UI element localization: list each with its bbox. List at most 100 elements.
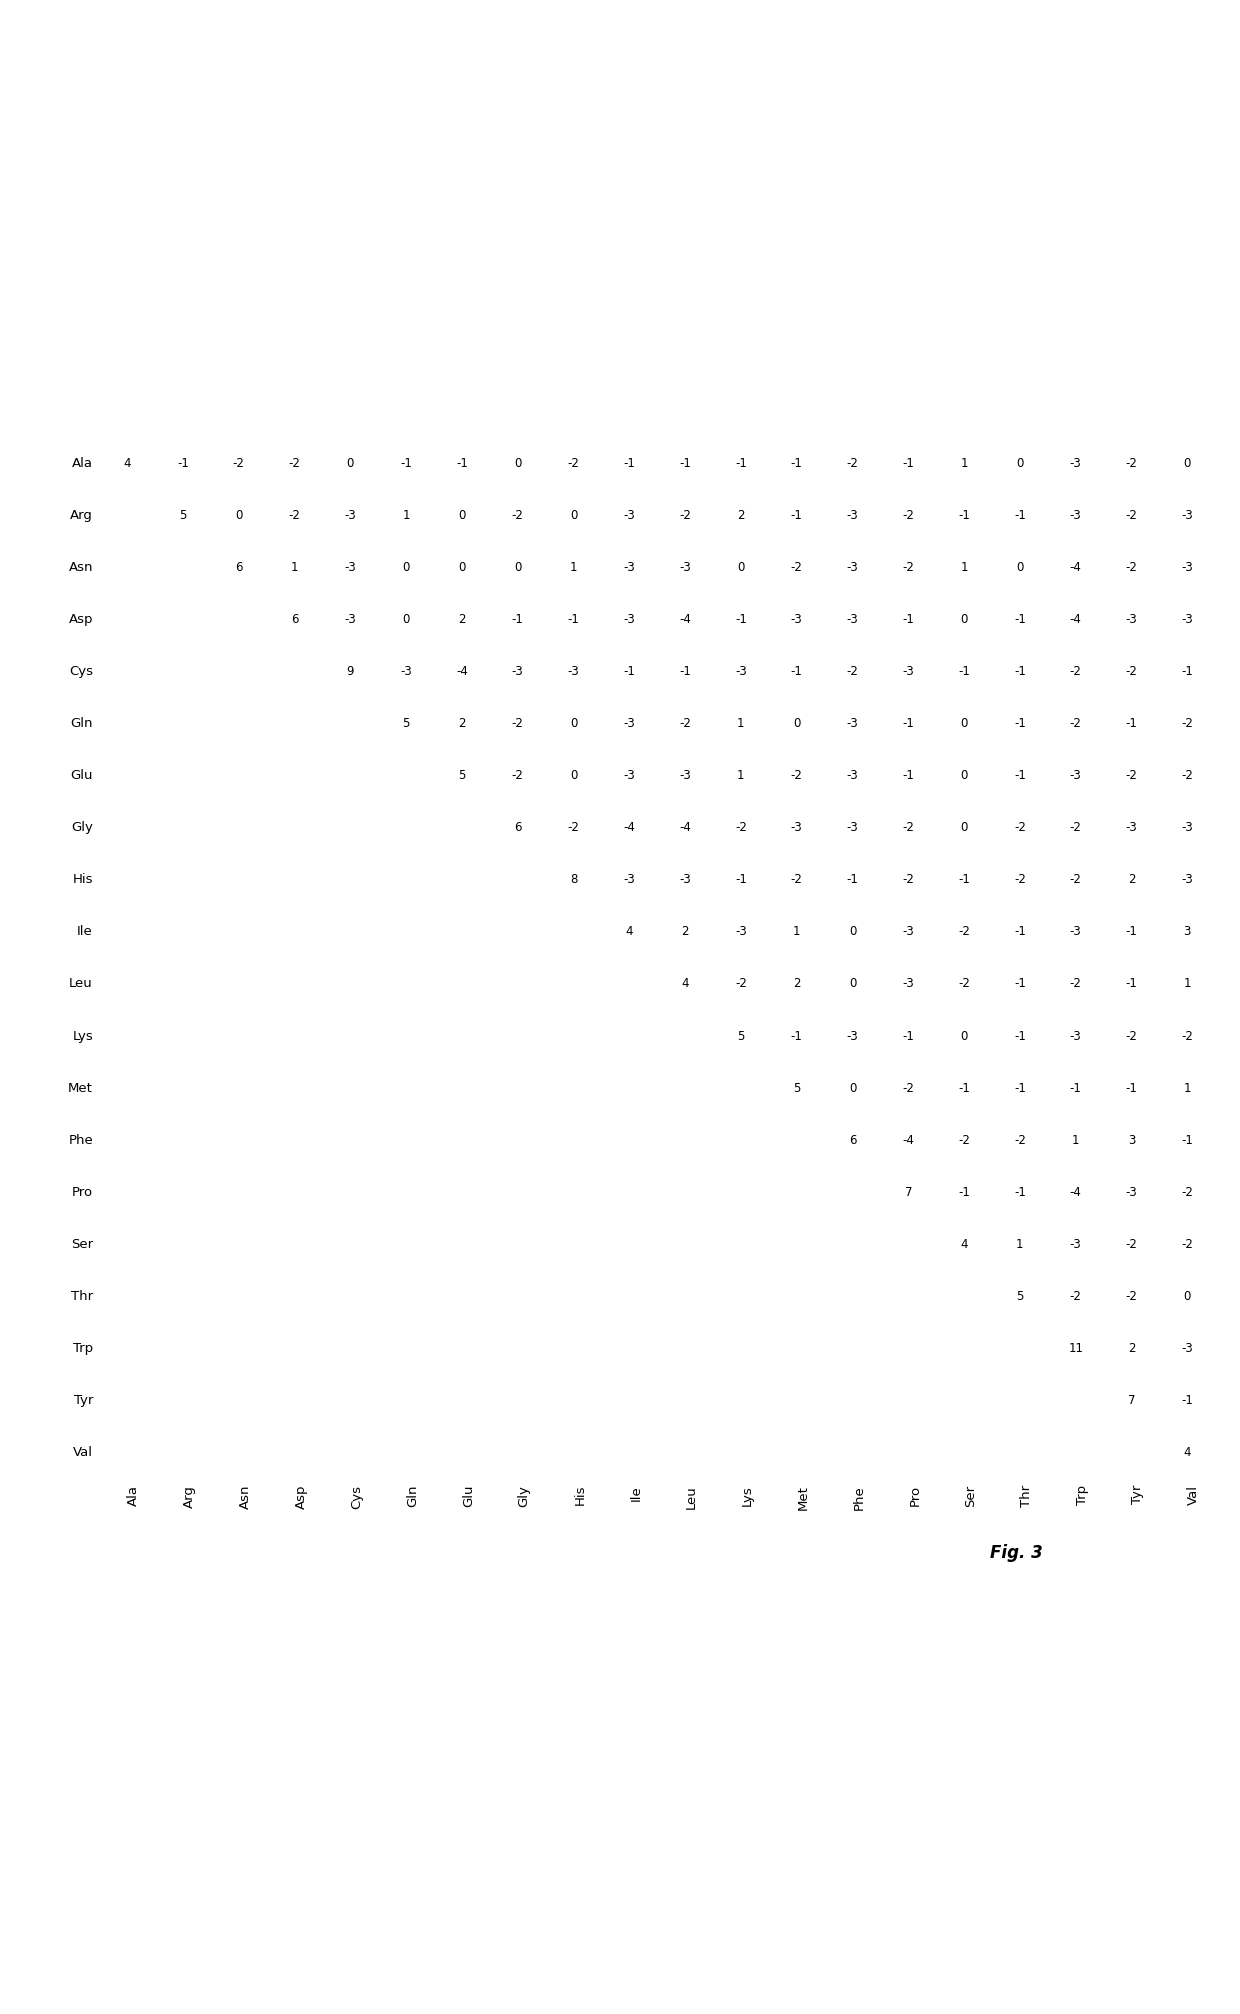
Text: Leu: Leu: [69, 977, 93, 991]
Text: -2: -2: [680, 717, 691, 729]
Text: -1: -1: [959, 508, 970, 522]
Text: -2: -2: [903, 560, 914, 574]
Text: 0: 0: [347, 457, 353, 469]
Text: Thr: Thr: [71, 1289, 93, 1303]
Text: -1: -1: [903, 1029, 914, 1041]
Text: -3: -3: [1182, 1341, 1193, 1353]
Text: -2: -2: [791, 560, 802, 574]
Text: -2: -2: [1126, 665, 1137, 677]
Text: -3: -3: [624, 560, 635, 574]
Text: His: His: [573, 1484, 587, 1504]
Text: 3: 3: [1184, 924, 1190, 939]
Text: 1: 1: [792, 924, 801, 939]
Text: -3: -3: [903, 924, 914, 939]
Text: -1: -1: [1070, 1082, 1081, 1094]
Text: 0: 0: [515, 457, 521, 469]
Text: 6: 6: [513, 822, 522, 834]
Text: -2: -2: [903, 1082, 914, 1094]
Text: -1: -1: [791, 508, 802, 522]
Text: -1: -1: [791, 665, 802, 677]
Text: 0: 0: [849, 924, 856, 939]
Text: 6: 6: [234, 560, 243, 574]
Text: 1: 1: [1183, 1082, 1192, 1094]
Text: -4: -4: [456, 665, 467, 677]
Text: -2: -2: [568, 822, 579, 834]
Text: -2: -2: [1126, 1237, 1137, 1251]
Text: -2: -2: [1182, 769, 1193, 781]
Text: -1: -1: [1014, 717, 1025, 729]
Text: Ala: Ala: [72, 457, 93, 469]
Text: 1: 1: [737, 717, 745, 729]
Text: Glu: Glu: [71, 769, 93, 781]
Text: Ser: Ser: [71, 1237, 93, 1251]
Text: -2: -2: [903, 508, 914, 522]
Text: -3: -3: [903, 665, 914, 677]
Text: -1: -1: [1014, 1082, 1025, 1094]
Text: -3: -3: [1070, 1237, 1081, 1251]
Text: 5: 5: [1017, 1289, 1023, 1303]
Text: -3: -3: [847, 612, 858, 626]
Text: 2: 2: [737, 508, 745, 522]
Text: 1: 1: [960, 457, 968, 469]
Text: Trp: Trp: [1075, 1484, 1089, 1504]
Text: 0: 0: [403, 560, 409, 574]
Text: Lys: Lys: [72, 1029, 93, 1041]
Text: 0: 0: [961, 717, 967, 729]
Text: -2: -2: [1014, 872, 1025, 886]
Text: -2: -2: [1070, 977, 1081, 991]
Text: -1: -1: [1014, 1184, 1025, 1198]
Text: -3: -3: [1182, 872, 1193, 886]
Text: -3: -3: [1182, 822, 1193, 834]
Text: 0: 0: [570, 769, 577, 781]
Text: -2: -2: [1126, 457, 1137, 469]
Text: -1: -1: [1126, 977, 1137, 991]
Text: -2: -2: [1182, 1184, 1193, 1198]
Text: Gly: Gly: [517, 1484, 531, 1506]
Text: Leu: Leu: [684, 1484, 698, 1508]
Text: -4: -4: [624, 822, 635, 834]
Text: -3: -3: [1182, 508, 1193, 522]
Text: -1: -1: [1014, 1029, 1025, 1041]
Text: -1: -1: [1126, 1082, 1137, 1094]
Text: -3: -3: [847, 769, 858, 781]
Text: -3: -3: [624, 508, 635, 522]
Text: -2: -2: [1070, 872, 1081, 886]
Text: 3: 3: [1128, 1134, 1135, 1146]
Text: 0: 0: [738, 560, 744, 574]
Text: 2: 2: [792, 977, 801, 991]
Text: Asp: Asp: [295, 1484, 308, 1508]
Text: -1: -1: [680, 665, 691, 677]
Text: -2: -2: [903, 872, 914, 886]
Text: -3: -3: [847, 1029, 858, 1041]
Text: -1: -1: [1182, 1134, 1193, 1146]
Text: 9: 9: [346, 665, 355, 677]
Text: 1: 1: [290, 560, 299, 574]
Text: -1: -1: [1126, 717, 1137, 729]
Text: 2: 2: [1127, 1341, 1136, 1353]
Text: -1: -1: [735, 872, 746, 886]
Text: 5: 5: [459, 769, 465, 781]
Text: -2: -2: [512, 717, 523, 729]
Text: 2: 2: [681, 924, 689, 939]
Text: 0: 0: [849, 1082, 856, 1094]
Text: -2: -2: [735, 822, 746, 834]
Text: Phe: Phe: [852, 1484, 866, 1508]
Text: Lys: Lys: [740, 1484, 754, 1504]
Text: 0: 0: [570, 717, 577, 729]
Text: -2: -2: [512, 508, 523, 522]
Text: -2: -2: [1126, 1289, 1137, 1303]
Text: -2: -2: [959, 1134, 970, 1146]
Text: 4: 4: [123, 457, 131, 469]
Text: -3: -3: [903, 977, 914, 991]
Text: -1: -1: [1014, 924, 1025, 939]
Text: 7: 7: [1127, 1394, 1136, 1406]
Text: -1: -1: [177, 457, 188, 469]
Text: -2: -2: [233, 457, 244, 469]
Text: -3: -3: [1070, 508, 1081, 522]
Text: 0: 0: [961, 822, 967, 834]
Text: His: His: [72, 872, 93, 886]
Text: 0: 0: [1017, 560, 1023, 574]
Text: -3: -3: [1182, 560, 1193, 574]
Text: 0: 0: [570, 508, 577, 522]
Text: -2: -2: [1182, 1029, 1193, 1041]
